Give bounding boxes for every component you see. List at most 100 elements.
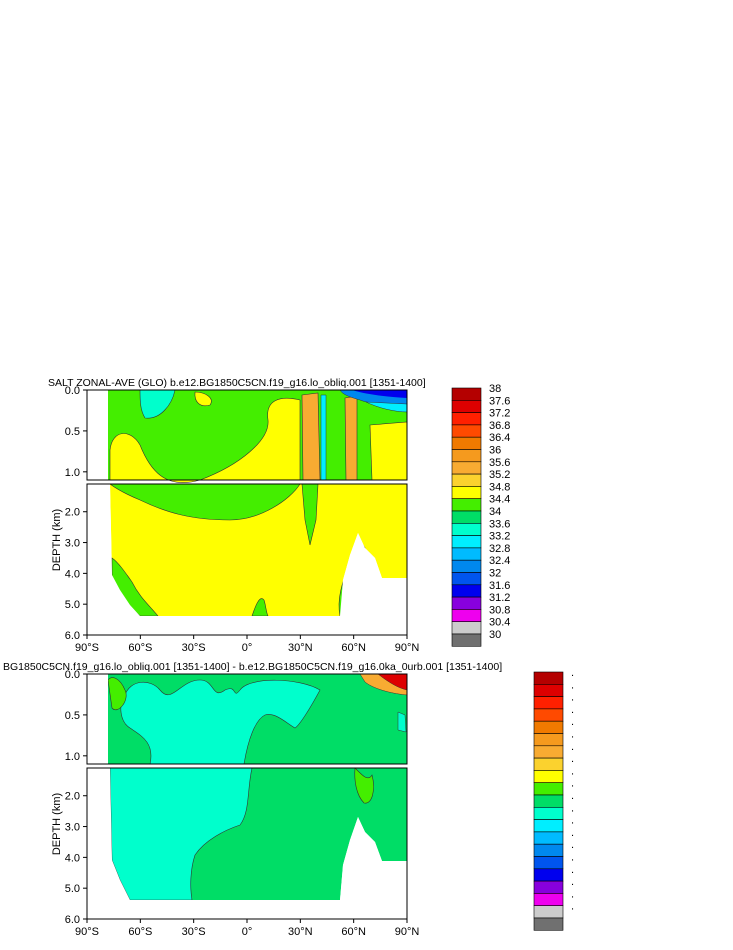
x-tick-label: 30°N <box>288 642 313 654</box>
colorbar-label: 36 <box>489 445 501 457</box>
colorbar-label: . <box>571 901 574 913</box>
colorbar-label: . <box>571 839 574 851</box>
colorbar-swatch <box>451 522 482 536</box>
colorbar-label: 35.6 <box>489 457 510 469</box>
colorbar-swatch <box>451 424 482 438</box>
colorbar-label: 31.6 <box>489 580 510 592</box>
colorbar-label: 30.4 <box>489 617 510 629</box>
colorbar-swatch <box>451 584 482 598</box>
top-upper-north-salty-column <box>301 392 321 481</box>
colorbar-swatch <box>451 559 482 573</box>
colorbar-swatch <box>533 905 564 919</box>
x-tick-label: 90°S <box>75 926 99 938</box>
colorbar-swatch <box>533 696 564 710</box>
colorbar-label: 34 <box>489 506 501 518</box>
y-tick-label: 4.0 <box>65 568 80 580</box>
colorbar-swatch <box>451 473 482 487</box>
colorbar-swatch <box>533 819 564 833</box>
bottom-upper-field <box>86 673 408 765</box>
colorbar-label: . <box>571 802 574 814</box>
colorbar-label: 33.2 <box>489 531 510 543</box>
x-tick-label: 30°S <box>182 926 206 938</box>
top-chart-title: SALT ZONAL-AVE (GLO) b.e12.BG1850C5CN.f1… <box>48 377 426 389</box>
colorbar-label: 32 <box>489 568 501 580</box>
colorbar-label: . <box>571 827 574 839</box>
top-upper-surface-fresh-region <box>139 389 176 419</box>
bottom-lower-north-positive <box>354 767 374 804</box>
x-tick-label: 30°N <box>288 926 313 938</box>
y-tick-label: 0.5 <box>65 426 80 438</box>
top-upper-arctic-band-1 <box>352 390 407 398</box>
colorbar-swatch <box>533 720 564 734</box>
bottom-panel: BG1850C5CN.f19_g16.lo_obliq.001 [1351-14… <box>3 661 502 938</box>
bottom-x-tick-labels: 90°S 60°S 30°S 0° 30°N 60°N 90°N <box>75 919 419 938</box>
x-tick-label: 60°N <box>341 642 366 654</box>
top-upper-deep-region <box>109 397 301 483</box>
colorbar-label: 37.6 <box>489 395 510 407</box>
colorbar-swatch <box>533 770 564 784</box>
colorbar-swatch <box>533 794 564 808</box>
colorbar-label: 30 <box>489 629 501 641</box>
x-tick-label: 90°N <box>395 642 420 654</box>
colorbar-swatch <box>451 486 482 499</box>
y-tick-label: 3.0 <box>65 822 80 834</box>
colorbar-swatch <box>533 745 564 759</box>
colorbar-label: . <box>571 704 574 716</box>
colorbar-swatch <box>451 449 482 463</box>
colorbar-label: 36.4 <box>489 432 510 444</box>
colorbar-swatch <box>451 399 482 413</box>
top-upper-subtropical-salty-region <box>194 391 212 407</box>
colorbar-label: 33.6 <box>489 518 510 530</box>
top-upper-north-salty-column-2 <box>344 395 358 481</box>
bottom-y-tick-labels: 0.0 0.5 1.0 2.0 3.0 4.0 5.0 6.0 <box>65 669 87 926</box>
colorbar-swatch <box>533 806 564 820</box>
y-tick-label: 1.0 <box>65 751 80 763</box>
colorbar-label: . <box>571 667 574 679</box>
colorbar-swatch <box>451 572 482 586</box>
colorbar-label: . <box>571 692 574 704</box>
top-upper-north-fresh-stripe <box>320 394 327 481</box>
colorbar-label: . <box>571 888 574 900</box>
top-y-axis-title: DEPTH (km) <box>51 509 63 571</box>
y-tick-label: 2.0 <box>65 791 80 803</box>
x-tick-label: 90°N <box>395 926 420 938</box>
x-tick-label: 60°S <box>128 642 152 654</box>
colorbar-label: 38 <box>489 383 501 395</box>
colorbar-swatch <box>533 856 564 870</box>
colorbar-swatch <box>533 708 564 722</box>
colorbar-swatch <box>451 387 482 401</box>
top-lower-bottom-water-eq <box>251 598 269 617</box>
colorbar-swatch <box>533 733 564 747</box>
colorbar-label: . <box>571 815 574 827</box>
top-x-tick-labels: 90°S 60°S 30°S 0° 30°N 60°N 90°N <box>75 635 419 654</box>
colorbar-label: 32.4 <box>489 555 510 567</box>
colorbar-label: . <box>571 716 574 728</box>
top-upper-intermediate-region <box>108 390 407 480</box>
bottom-y-axis-title: DEPTH (km) <box>51 793 63 855</box>
colorbar-swatch <box>451 633 482 647</box>
x-tick-label: 60°N <box>341 926 366 938</box>
x-tick-label: 30°S <box>182 642 206 654</box>
colorbar-swatch <box>451 461 482 475</box>
colorbar-swatch <box>451 436 482 450</box>
y-tick-label: 2.0 <box>65 507 80 519</box>
top-upper-field <box>86 389 408 483</box>
top-lower-topography <box>87 484 407 635</box>
colorbar-swatch <box>533 782 564 796</box>
top-lower-deep-region <box>110 484 407 616</box>
top-lower-field <box>86 483 408 636</box>
colorbar-label: 31.2 <box>489 592 510 604</box>
y-tick-label: 0.0 <box>65 385 80 397</box>
y-tick-label: 3.0 <box>65 538 80 550</box>
bottom-upper-positive-region <box>107 677 127 710</box>
colorbar-swatch <box>533 671 564 685</box>
colorbar-label: . <box>571 852 574 864</box>
colorbar-swatch <box>451 412 482 426</box>
x-tick-label: 60°S <box>128 926 152 938</box>
colorbar-label: . <box>571 753 574 765</box>
y-tick-label: 0.5 <box>65 710 80 722</box>
colorbar-swatch <box>533 831 564 845</box>
x-tick-label: 90°S <box>75 642 99 654</box>
colorbar-label: . <box>571 729 574 741</box>
